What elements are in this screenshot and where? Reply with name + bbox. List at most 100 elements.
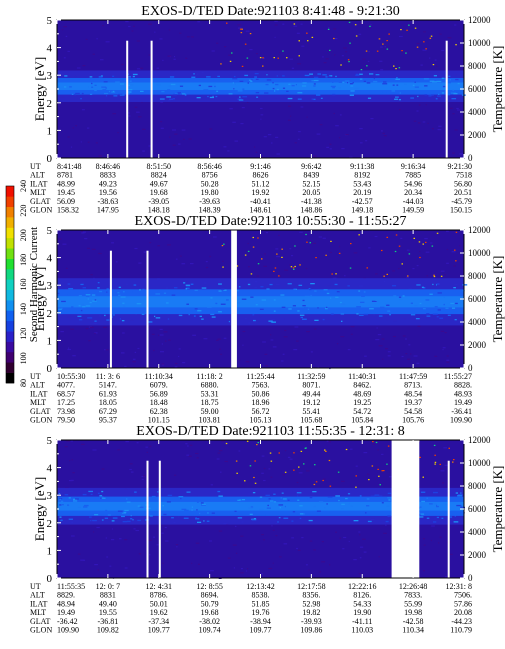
band-texture-cell	[61, 307, 63, 310]
background-noise-cell	[70, 146, 73, 148]
background-noise-cell	[353, 252, 358, 254]
band-texture-cell	[308, 519, 313, 522]
background-noise-cell	[149, 445, 152, 447]
band-texture-cell	[82, 306, 86, 308]
ephemeris-cell: 50.01	[150, 599, 168, 608]
background-noise-cell	[325, 58, 329, 60]
band-texture-cell	[449, 516, 453, 518]
band-texture-cell	[173, 92, 178, 94]
background-noise-cell	[84, 238, 88, 240]
background-noise-cell	[423, 31, 426, 33]
band-texture-cell	[299, 505, 303, 507]
background-noise-cell	[80, 141, 82, 143]
band-texture-cell	[439, 509, 442, 511]
band-texture-cell	[437, 95, 441, 97]
hot-pixel	[225, 442, 228, 445]
data-spike	[445, 40, 448, 159]
hot-pixel	[448, 447, 450, 449]
colorbar-tick-label: 120	[19, 328, 28, 340]
band-texture-cell	[360, 301, 365, 303]
background-noise-cell	[135, 529, 140, 532]
background-noise-cell	[377, 334, 382, 336]
band-texture-cell	[191, 506, 193, 508]
ephemeris-cell: 8:56:46	[197, 162, 221, 171]
background-noise-cell	[154, 31, 156, 33]
band-texture-cell	[252, 314, 255, 316]
background-noise-cell	[289, 58, 293, 60]
background-noise-cell	[111, 242, 114, 244]
background-noise-cell	[218, 450, 223, 452]
band-texture-cell	[169, 98, 173, 100]
band-texture-cell	[331, 313, 334, 315]
band-texture-cell	[387, 310, 391, 312]
band-texture-cell	[358, 290, 361, 292]
background-noise-cell	[417, 122, 421, 124]
band-texture-cell	[335, 75, 337, 78]
hot-pixel	[325, 254, 327, 256]
ephemeris-row-label: GLAT	[30, 407, 51, 416]
background-noise-cell	[385, 524, 387, 526]
background-noise-cell	[326, 146, 330, 148]
band-texture-cell	[126, 501, 131, 503]
band-texture-cell	[91, 86, 94, 88]
band-texture-cell	[64, 75, 68, 77]
background-noise-cell	[343, 47, 347, 49]
colorbar-tick-label: 180	[19, 254, 28, 266]
ephemeris-cell: 52.98	[302, 599, 320, 608]
ephemeris-cell: 11: 3: 6	[96, 372, 120, 381]
hot-pixel	[355, 475, 357, 477]
band-texture-cell	[94, 320, 97, 322]
band-texture-cell	[67, 283, 71, 285]
background-noise-cell	[94, 332, 96, 335]
background-noise-cell	[283, 336, 288, 338]
background-noise-cell	[189, 444, 193, 446]
ephemeris-cell: 12:17:58	[297, 582, 325, 591]
background-noise-cell	[406, 249, 410, 251]
band-texture-cell	[421, 286, 424, 288]
band-texture-cell	[141, 313, 145, 315]
background-noise-cell	[125, 441, 129, 443]
background-noise-cell	[122, 332, 125, 334]
background-noise-cell	[210, 484, 213, 486]
colorbar-swatch	[6, 248, 14, 259]
hot-pixel	[349, 42, 351, 44]
band-texture-cell	[338, 81, 343, 83]
band-texture-cell	[181, 309, 183, 311]
background-noise-cell	[431, 525, 435, 527]
band-texture-cell	[142, 288, 145, 291]
band-texture-cell	[414, 81, 416, 83]
band-texture-cell	[385, 303, 387, 305]
background-noise-cell	[383, 532, 387, 534]
background-noise-cell	[443, 447, 447, 449]
background-noise-cell	[339, 114, 342, 116]
band-texture-cell	[149, 515, 153, 517]
band-texture-cell	[366, 498, 370, 500]
band-texture-cell	[309, 288, 312, 291]
hot-pixel	[325, 450, 327, 452]
y2-axis-label: Temperature [K]	[490, 46, 505, 133]
band-texture-cell	[308, 288, 311, 290]
band-texture-cell	[297, 98, 302, 100]
band-texture-cell	[264, 92, 269, 94]
ephemeris-cell: 11:32:59	[297, 372, 325, 381]
hot-pixel	[300, 450, 303, 452]
background-noise-cell	[159, 334, 164, 336]
background-noise-cell	[176, 546, 178, 548]
background-noise-cell	[345, 134, 349, 136]
background-noise-cell	[75, 125, 77, 127]
band-texture-cell	[429, 503, 433, 505]
hot-pixel	[269, 452, 272, 454]
band-texture-cell	[210, 313, 215, 316]
band-texture-cell	[316, 510, 321, 512]
background-noise-cell	[281, 360, 284, 362]
background-noise-cell	[444, 274, 446, 276]
background-noise-cell	[245, 570, 247, 572]
ephemeris-cell: 19.92	[252, 188, 270, 197]
band-texture-cell	[441, 92, 445, 94]
band-texture-cell	[278, 504, 284, 506]
band-texture-cell	[196, 502, 200, 504]
data-gap	[391, 440, 420, 578]
background-noise-cell	[237, 27, 242, 29]
background-noise-cell	[94, 360, 96, 362]
band-texture-cell	[367, 514, 371, 516]
